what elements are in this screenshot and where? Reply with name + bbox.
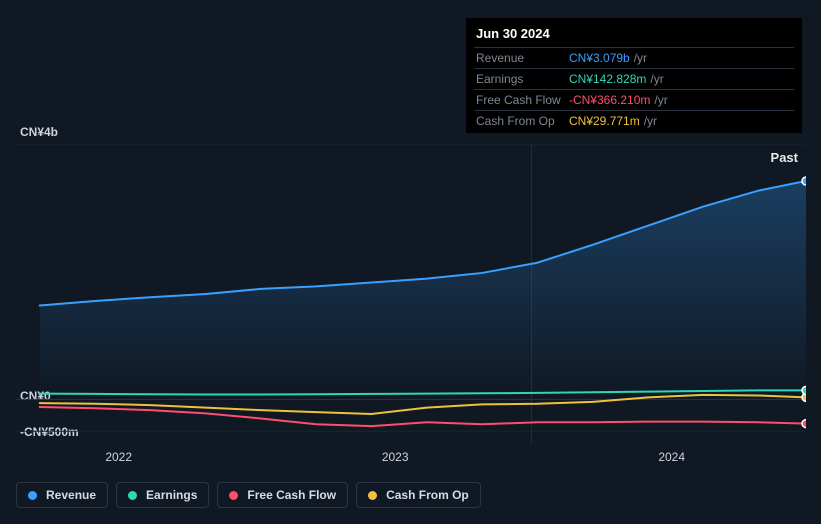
legend-item-revenue[interactable]: Revenue (16, 482, 108, 508)
tooltip-row-value: CN¥29.771m (569, 114, 640, 128)
legend-item-earnings[interactable]: Earnings (116, 482, 209, 508)
tooltip-date: Jun 30 2024 (476, 26, 792, 41)
x-axis-tick: 2022 (105, 450, 132, 464)
legend-label: Cash From Op (386, 488, 469, 502)
x-axis-tick: 2023 (382, 450, 409, 464)
legend-dot-icon (128, 491, 137, 500)
chart-legend: Revenue Earnings Free Cash Flow Cash Fro… (16, 482, 481, 508)
y-axis-tick: CN¥4b (20, 125, 58, 139)
tooltip-row-revenue: Revenue CN¥3.079b /yr (474, 47, 794, 68)
chart-tooltip: Jun 30 2024 Revenue CN¥3.079b /yr Earnin… (466, 18, 802, 133)
financials-chart: Jun 30 2024 Revenue CN¥3.079b /yr Earnin… (0, 0, 821, 524)
tooltip-row-suffix: /yr (650, 72, 663, 86)
chart-plot-area[interactable] (16, 144, 806, 444)
tooltip-row-earnings: Earnings CN¥142.828m /yr (474, 68, 794, 89)
tooltip-row-suffix: /yr (654, 93, 667, 107)
tooltip-row-label: Cash From Op (476, 114, 569, 128)
tooltip-row-value: CN¥3.079b (569, 51, 630, 65)
legend-dot-icon (28, 491, 37, 500)
legend-dot-icon (368, 491, 377, 500)
tooltip-row-value: -CN¥366.210m (569, 93, 650, 107)
tooltip-row-suffix: /yr (634, 51, 647, 65)
tooltip-row-label: Earnings (476, 72, 569, 86)
chart-svg (16, 144, 806, 444)
legend-label: Revenue (46, 488, 96, 502)
tooltip-row-fcf: Free Cash Flow -CN¥366.210m /yr (474, 89, 794, 110)
legend-item-fcf[interactable]: Free Cash Flow (217, 482, 348, 508)
x-axis-tick: 2024 (658, 450, 685, 464)
tooltip-row-label: Free Cash Flow (476, 93, 569, 107)
tooltip-row-suffix: /yr (644, 114, 657, 128)
legend-dot-icon (229, 491, 238, 500)
tooltip-row-label: Revenue (476, 51, 569, 65)
legend-item-cfo[interactable]: Cash From Op (356, 482, 481, 508)
legend-label: Earnings (146, 488, 197, 502)
tooltip-row-value: CN¥142.828m (569, 72, 646, 86)
tooltip-row-cfo: Cash From Op CN¥29.771m /yr (474, 110, 794, 131)
legend-label: Free Cash Flow (247, 488, 336, 502)
